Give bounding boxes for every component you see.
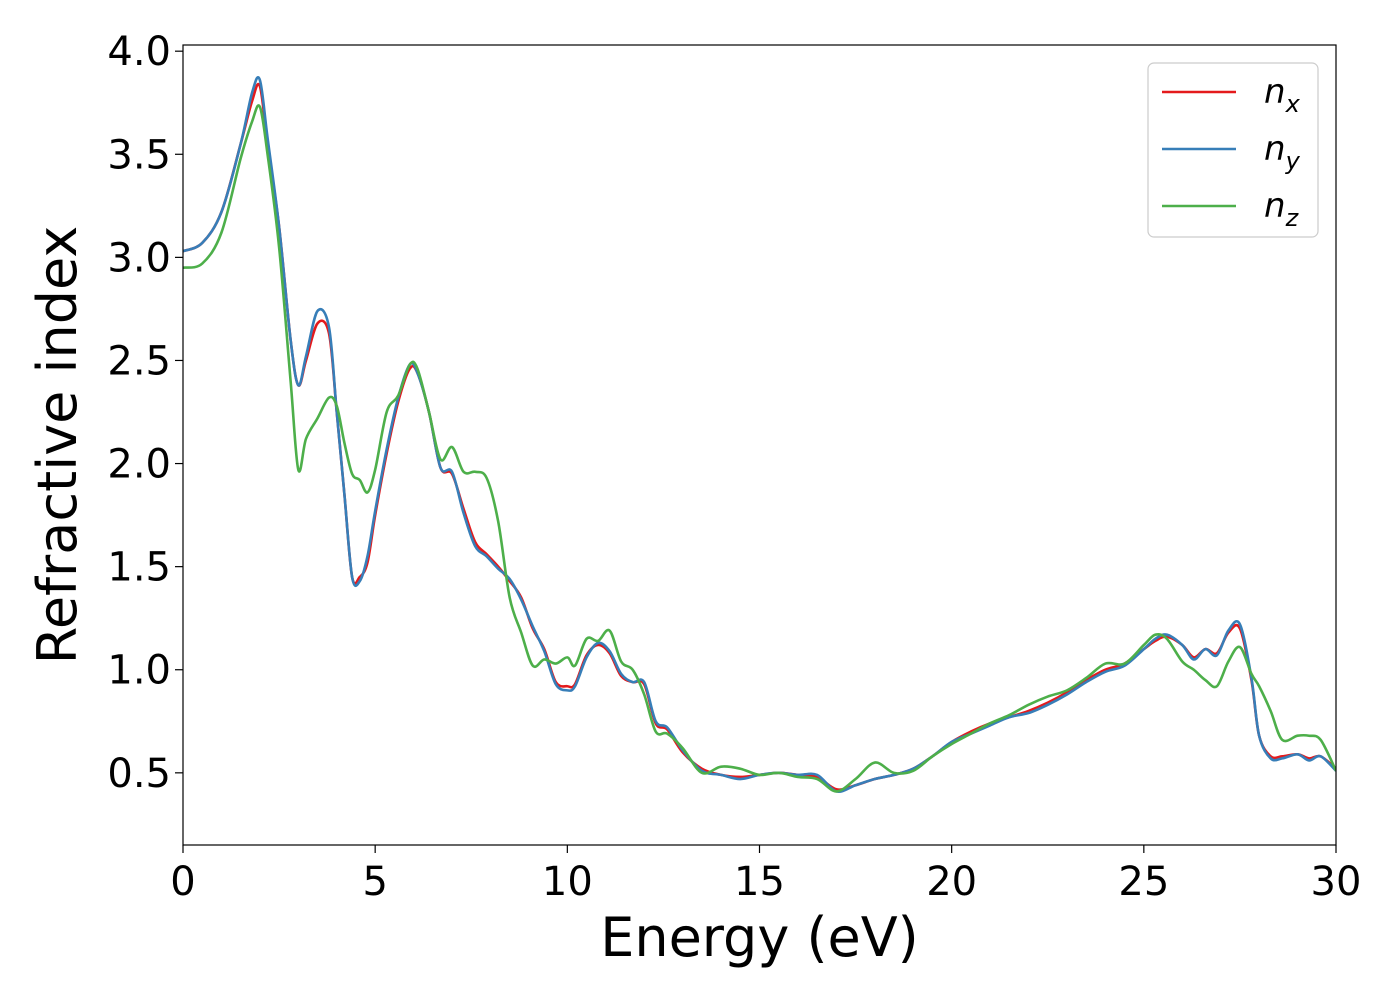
y-tick-label: 3.5 bbox=[107, 132, 171, 178]
x-tick-label: 15 bbox=[734, 859, 785, 905]
x-tick-label: 10 bbox=[542, 859, 593, 905]
legend-entries: nx ny nz bbox=[1162, 72, 1301, 232]
legend-label-ny: ny bbox=[1264, 129, 1301, 175]
y-tick-label: 2.0 bbox=[107, 442, 171, 488]
x-tick-label: 20 bbox=[926, 859, 977, 905]
y-tick-label: 1.0 bbox=[107, 648, 171, 694]
plot-frame bbox=[182, 44, 1337, 846]
y-axis-label: Refractive index bbox=[26, 226, 89, 665]
x-tick-label: 30 bbox=[1311, 859, 1362, 905]
y-tick-label: 0.5 bbox=[107, 751, 171, 797]
x-tick-label: 5 bbox=[362, 859, 387, 905]
y-tick-label: 1.5 bbox=[107, 545, 171, 591]
series-line-nz bbox=[183, 104, 1336, 793]
y-tick-label: 4.0 bbox=[107, 29, 171, 75]
legend-label-nx: nx bbox=[1264, 72, 1301, 118]
y-axis-ticks: 0.5 1.0 1.5 2.0 2.5 3.0 3.5 4.0 bbox=[107, 29, 183, 797]
x-axis-ticks: 0 5 10 15 20 25 30 bbox=[170, 845, 1361, 905]
x-axis-label: Energy (eV) bbox=[600, 906, 919, 969]
plot-lines bbox=[183, 75, 1336, 793]
y-tick-label: 2.5 bbox=[107, 338, 171, 384]
legend: nx ny nz bbox=[1147, 62, 1319, 238]
x-tick-label: 25 bbox=[1118, 859, 1169, 905]
x-tick-label: 0 bbox=[170, 859, 195, 905]
y-tick-label: 3.0 bbox=[107, 235, 171, 281]
legend-label-nz: nz bbox=[1264, 186, 1300, 232]
